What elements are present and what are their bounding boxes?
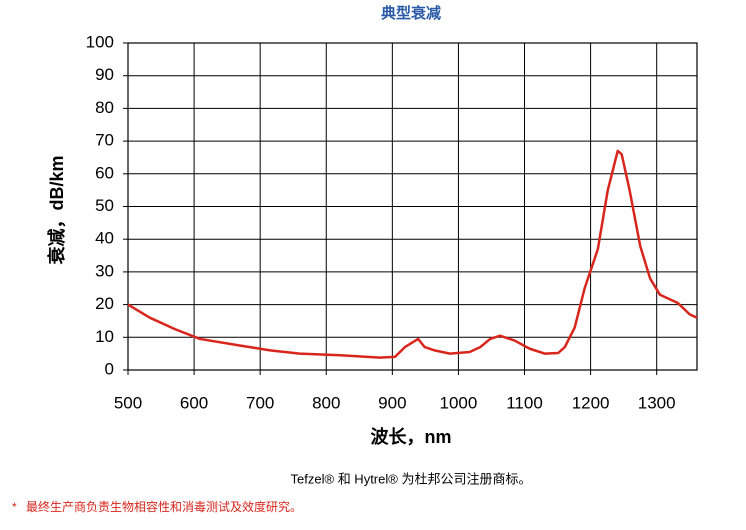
y-axis-label: 衰减，dB/km (46, 155, 67, 265)
y-tick-label: 30 (95, 261, 114, 280)
data-line (127, 149, 698, 359)
plot-border (127, 42, 698, 371)
x-tick-label: 1100 (506, 393, 543, 412)
x-tick-label: 800 (312, 393, 340, 412)
footnote-star: * (12, 500, 17, 514)
y-tick-label: 20 (95, 294, 114, 313)
chart-title: 典型衰减 (381, 4, 441, 22)
x-tick-label: 900 (378, 393, 406, 412)
trademark-note: Tefzel® 和 Hytrel® 为杜邦公司注册商标。 (291, 471, 532, 486)
disclaimer: 最终生产商负责生物相容性和消毒测试及效度研究。 (26, 499, 302, 514)
y-tick-label: 100 (86, 32, 114, 51)
y-tick-label: 90 (95, 65, 114, 84)
x-tick-label: 500 (114, 393, 142, 412)
y-tick-label: 0 (105, 359, 114, 378)
y-tick-label: 50 (95, 196, 114, 215)
y-tick-label: 40 (95, 229, 114, 248)
x-tick-label: 1300 (638, 393, 676, 412)
y-tick-label: 60 (95, 163, 114, 182)
x-tick-label: 700 (246, 393, 274, 412)
x-tick-label: 1000 (440, 393, 478, 412)
x-axis-label: 波长，nm (371, 426, 452, 447)
y-tick-label: 80 (95, 98, 114, 117)
x-tick-label: 1200 (572, 393, 610, 412)
y-tick-label: 70 (95, 131, 114, 150)
x-tick-label: 600 (180, 393, 208, 412)
y-tick-label: 10 (95, 327, 114, 346)
